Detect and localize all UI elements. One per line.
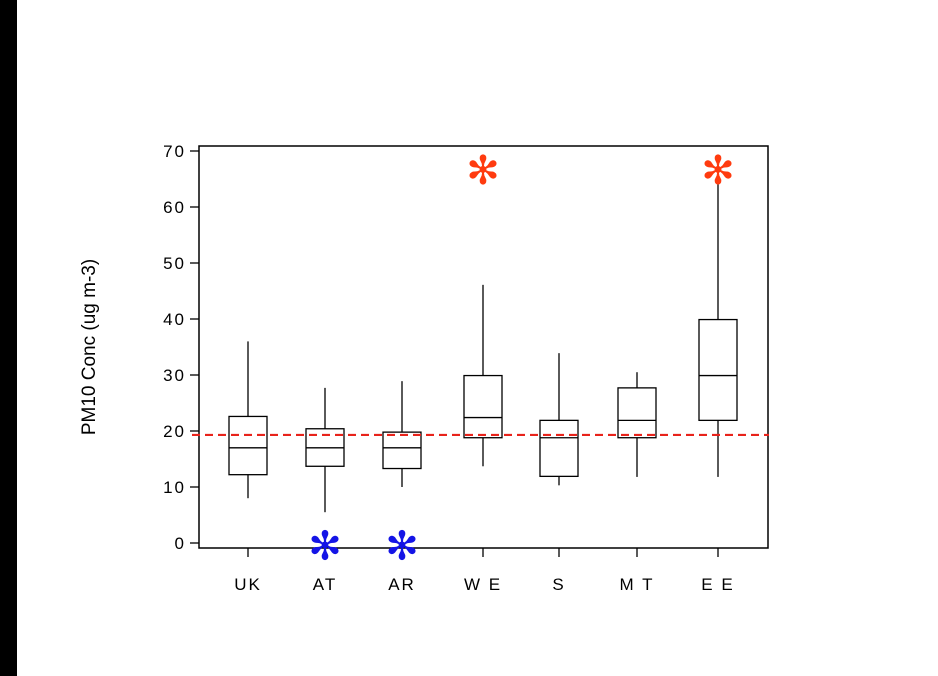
iqr-box <box>228 415 268 476</box>
chart-frame: 0 10 20 30 40 50 60 70 UK AT AR W E S M T E E PM10 Conc… <box>17 0 938 676</box>
box-mt <box>617 372 657 477</box>
x-tick-label: S <box>552 575 565 594</box>
box-uk <box>228 341 268 499</box>
box-ee <box>698 168 738 477</box>
outlier-asterisk: ✻ <box>308 523 342 569</box>
box-at <box>305 387 345 513</box>
x-tick-label: AR <box>388 575 416 594</box>
iqr-box <box>539 419 579 478</box>
iqr-box <box>698 318 738 422</box>
y-tick-label: 30 <box>163 366 186 385</box>
y-axis-title: PM10 Conc (ug m-3) <box>79 259 100 435</box>
y-tick-label: 70 <box>163 142 186 161</box>
x-tick-label: M T <box>620 575 655 594</box>
x-tick-label: E E <box>701 575 734 594</box>
x-tick-label: W E <box>464 575 502 594</box>
iqr-box <box>382 431 422 470</box>
box-plot-chart: 0 10 20 30 40 50 60 70 UK AT AR W E S M T E E PM10 Conc… <box>79 142 769 594</box>
y-tick-label: 0 <box>175 534 186 553</box>
y-tick-label: 10 <box>163 478 186 497</box>
box-we <box>463 284 503 467</box>
y-tick-label: 60 <box>163 198 186 217</box>
iqr-box <box>617 387 657 439</box>
outlier-asterisk: ✻ <box>466 148 500 194</box>
y-tick-label: 20 <box>163 422 186 441</box>
y-tick-label: 40 <box>163 310 186 329</box>
outlier-asterisk: ✻ <box>385 523 419 569</box>
x-tick-label: UK <box>234 575 262 594</box>
x-tick-label: AT <box>313 575 337 594</box>
box-s <box>539 353 579 486</box>
iqr-box <box>463 374 503 439</box>
y-tick-label: 50 <box>163 254 186 273</box>
box-ar <box>382 381 422 487</box>
outlier-asterisk: ✻ <box>701 148 735 194</box>
